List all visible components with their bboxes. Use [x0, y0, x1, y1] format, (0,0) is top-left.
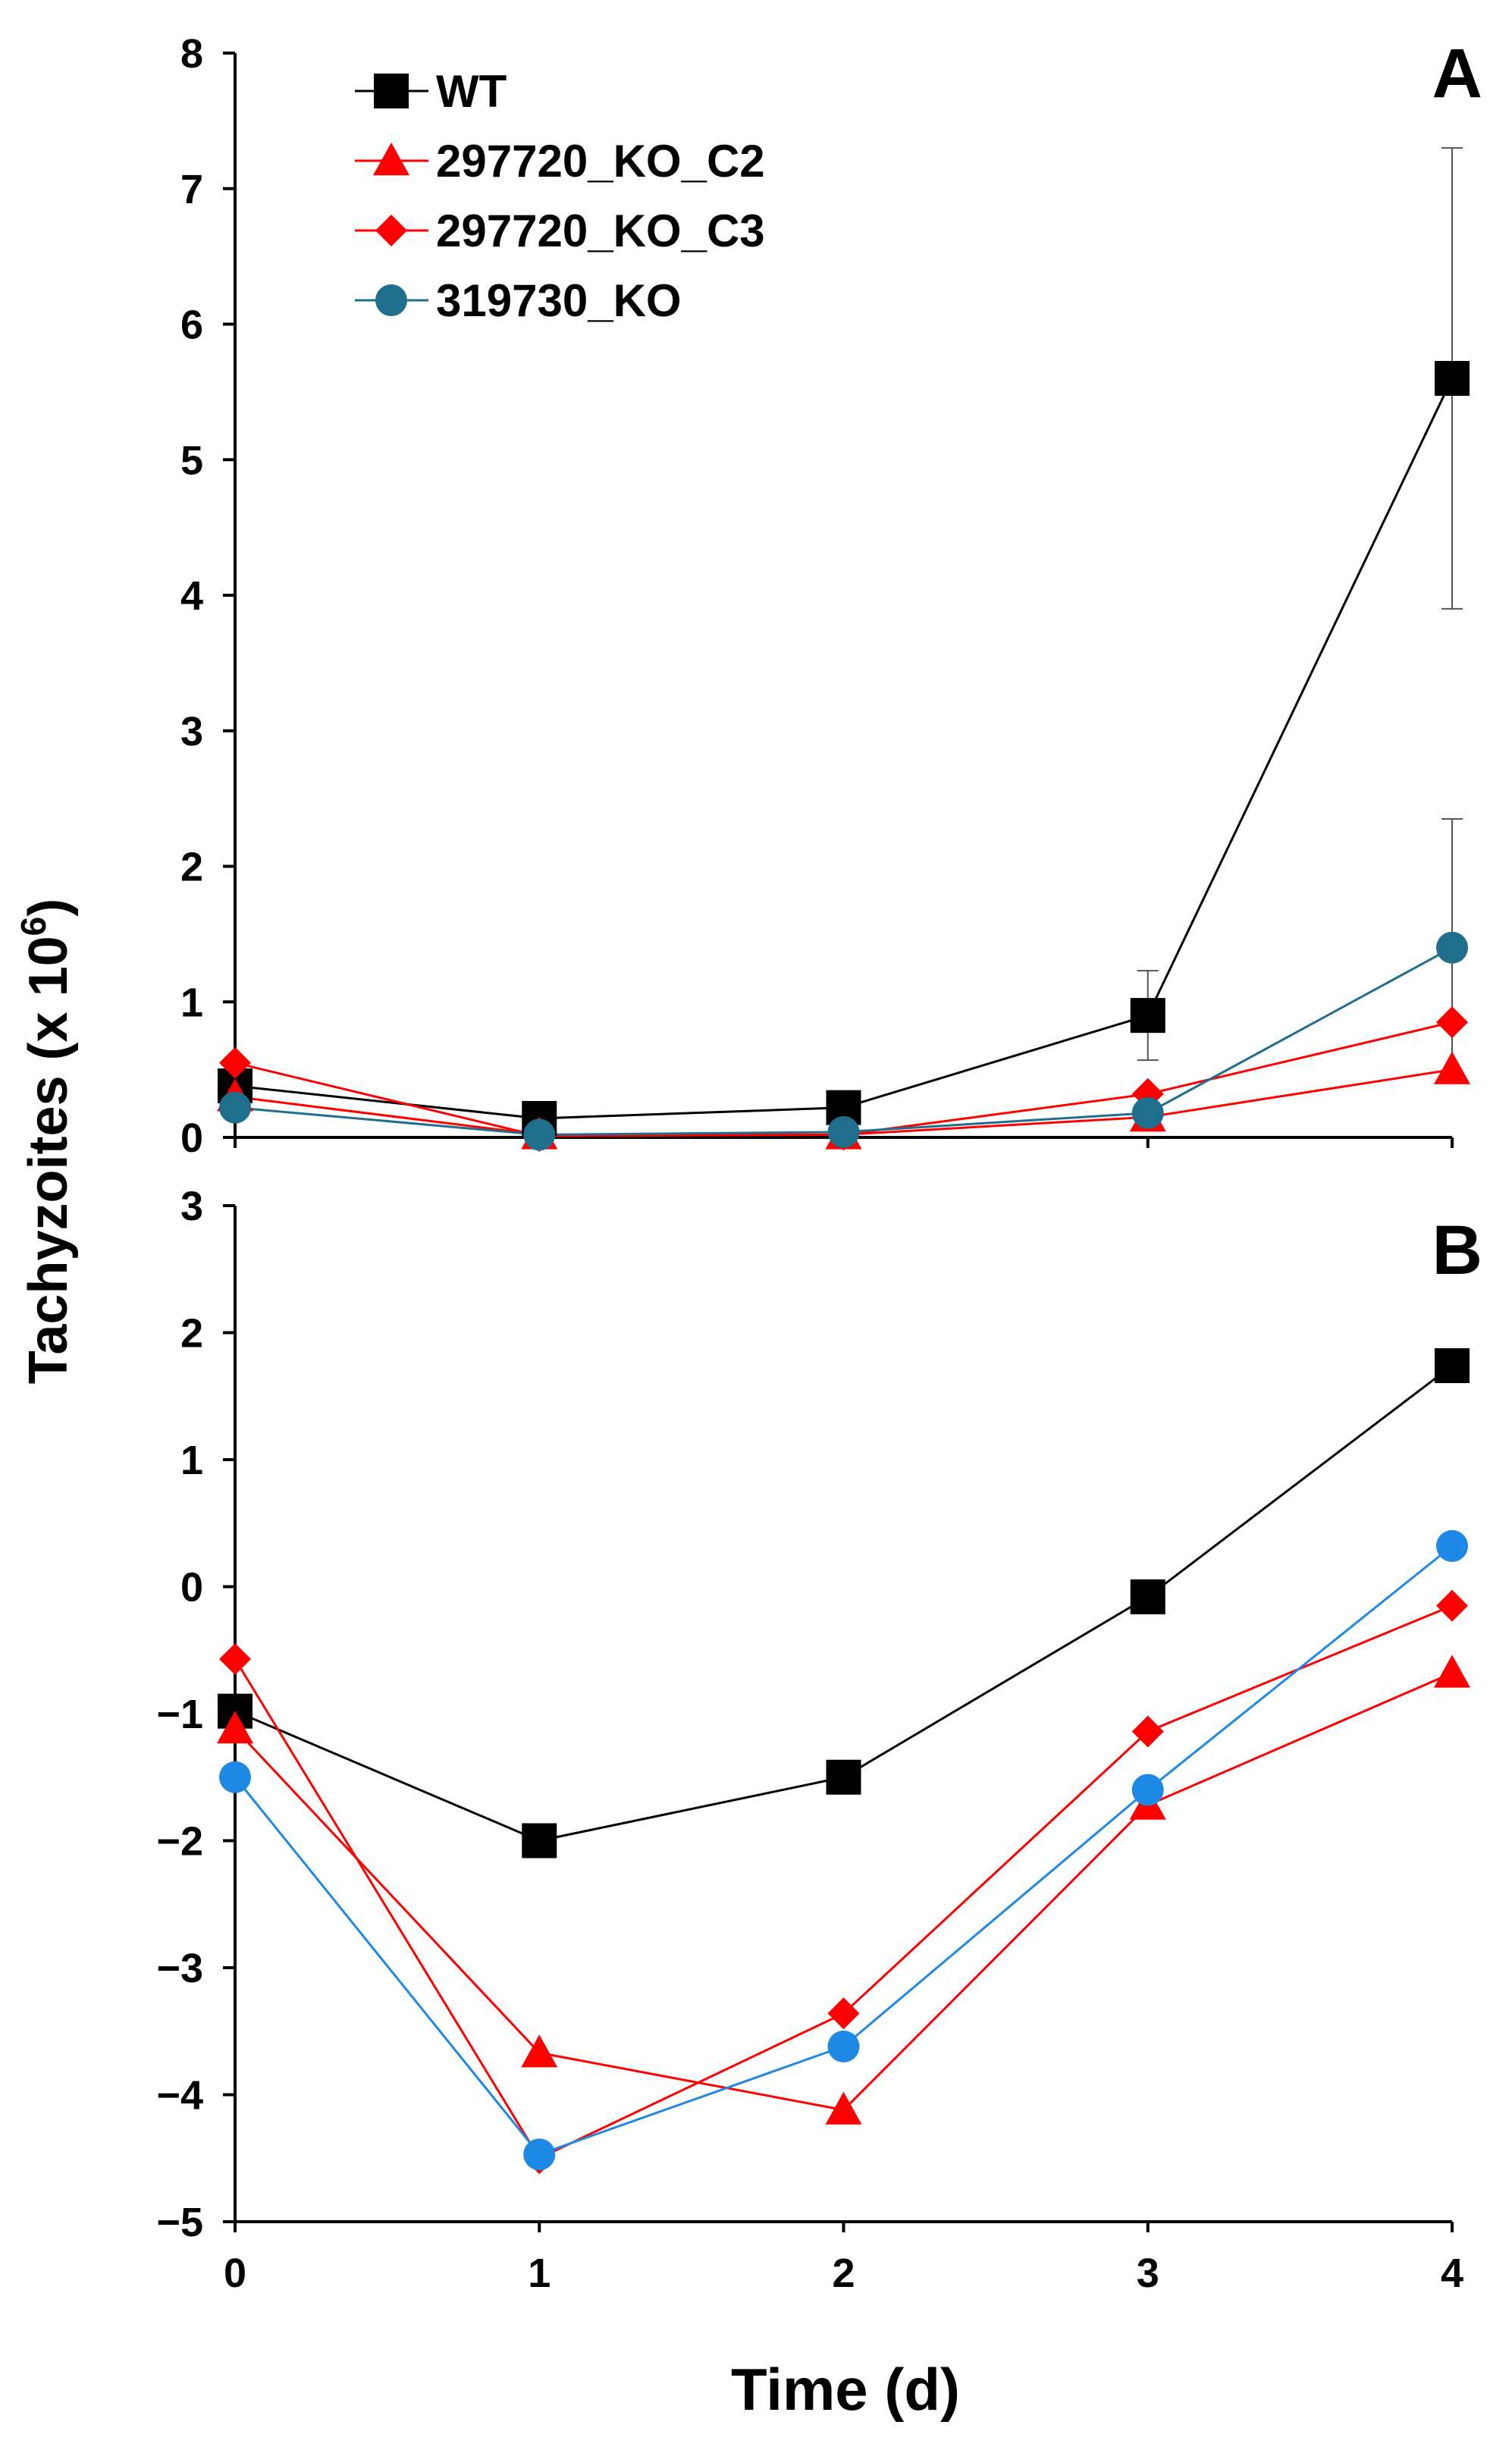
- panel-b-297720-ko-c3-point: [1436, 1589, 1468, 1622]
- panel-b-297720-ko-c2-point: [825, 2091, 862, 2125]
- legend-297720-ko-c2-marker: [373, 143, 409, 176]
- panel-b-319730-ko-point: [523, 2138, 556, 2171]
- panel-b-y-tick-label: 0: [180, 1565, 203, 1611]
- panel-b-x-tick-label: 3: [1137, 2251, 1159, 2296]
- panel-a-y-tick-label: 5: [180, 438, 203, 483]
- panel-a-series-lines: [234, 378, 1454, 1137]
- panel-b-297720-ko-c3-point: [827, 1997, 860, 2030]
- panel-b-x-tick-label: 2: [832, 2251, 855, 2296]
- panel-b-x-tick-label: 0: [224, 2251, 246, 2296]
- panel-a-y-tick-label: 0: [180, 1115, 203, 1161]
- x-axis-label: Time (d): [731, 2356, 960, 2423]
- panel-a-y-tick-label: 6: [180, 303, 203, 348]
- panel-b-y-tick-label: 1: [180, 1438, 203, 1483]
- panel-a-y-tick-label: 1: [180, 980, 203, 1025]
- panel-a-y-tick-label: 4: [180, 573, 203, 619]
- panel-b-297720-ko-c2-point: [521, 2034, 558, 2068]
- panel-b-319730-ko-point: [1131, 1774, 1164, 1806]
- panel-b-y-tick-label: 2: [180, 1311, 203, 1357]
- legend-297720-ko-c3-marker: [375, 215, 407, 246]
- panel-a-297720-ko-c3-point: [219, 1046, 251, 1079]
- panel-b-y-tick-label: 3: [180, 1184, 203, 1229]
- panel-b-wt-point: [522, 1823, 557, 1859]
- panel-a-297720-ko-c2-point: [1434, 1051, 1470, 1084]
- panel-b-297720-ko-c2-point: [1434, 1655, 1470, 1688]
- panel-b-y-tick-label: −2: [156, 1819, 203, 1865]
- y-axis-label-close: ): [18, 899, 79, 917]
- panel-b-wt-point: [1130, 1579, 1165, 1614]
- panel-a-297720-ko-c3-point: [1436, 1006, 1468, 1039]
- panel-b-y-tick-label: −5: [156, 2200, 203, 2245]
- y-axis-label-main: Tachyzoites (x 10: [18, 936, 79, 1384]
- panel-b-y-ticks: −5 −4 −3 −2 −1 0 1 2 3: [156, 1184, 235, 2245]
- panel-b-markers: [217, 1348, 1470, 2175]
- legend-wt-marker: [374, 74, 409, 108]
- panel-a-letter: A: [1432, 35, 1482, 112]
- legend-297720-ko-c3-label: 297720_KO_C3: [436, 205, 765, 256]
- panel-a-y-ticks: 0 1 2 3 4 5 6 7 8: [180, 31, 235, 1161]
- panel-b-x-tick-label: 1: [528, 2251, 551, 2296]
- panel-b-x-tick-label: 4: [1441, 2251, 1463, 2296]
- panel-a-error-bars: [224, 147, 1463, 1124]
- panel-a-y-tick-label: 3: [180, 709, 203, 754]
- legend-319730-ko-label: 319730_KO: [436, 275, 682, 326]
- panel-b-wt-point: [1435, 1348, 1470, 1384]
- panel-b-297720-ko-c3-point: [1131, 1715, 1164, 1748]
- panel-b-x-ticks: 0 1 2 3 4: [224, 2222, 1463, 2296]
- panel-a: 0 1 2 3 4 5 6 7 8 A: [180, 31, 1482, 1161]
- panel-b-letter: B: [1432, 1212, 1482, 1289]
- y-axis-label-superscript: 6: [14, 917, 53, 936]
- panel-a-319730-ko-point: [1436, 931, 1468, 964]
- panel-b-y-tick-label: −3: [156, 1946, 203, 1991]
- panel-b-y-tick-label: −4: [156, 2073, 203, 2119]
- panel-a-wt-point: [1130, 998, 1165, 1034]
- panel-b-297720-ko-c2-point: [217, 1711, 253, 1744]
- panel-a-wt-point: [1435, 361, 1470, 396]
- panel-b-y-tick-label: −1: [156, 1692, 203, 1737]
- panel-a-wt-line: [234, 378, 1454, 1120]
- panel-a-markers: [217, 361, 1470, 1153]
- panel-a-y-tick-label: 7: [180, 167, 203, 212]
- legend-wt-label: WT: [436, 66, 507, 117]
- panel-a-319730-ko-point: [523, 1118, 556, 1151]
- legend-297720-ko-c2-label: 297720_KO_C2: [436, 136, 765, 187]
- legend-319730-ko-marker: [375, 284, 407, 316]
- panel-b-319730-ko-point: [1436, 1529, 1468, 1562]
- panel-a-y-tick-label: 8: [180, 31, 203, 77]
- legend: WT 297720_KO_C2 297720_KO_C3 319730_KO: [355, 66, 765, 326]
- panel-b-297720-ko-c3-point: [219, 1642, 251, 1675]
- panel-b-297720-ko-c3-line: [234, 1604, 1453, 2160]
- panel-a-319730-ko-point: [1131, 1096, 1164, 1129]
- panel-b-319730-ko-line: [234, 1545, 1453, 2156]
- panel-a-y-tick-label: 2: [180, 845, 203, 890]
- y-axis-label: Tachyzoites (x 106): [14, 899, 79, 1384]
- panel-b-319730-ko-point: [827, 2030, 860, 2062]
- panel-a-319730-ko-point: [827, 1115, 860, 1148]
- panel-b-319730-ko-point: [219, 1761, 251, 1793]
- panel-b: −5 −4 −3 −2 −1 0 1 2 3 0 1 2 3 4 B: [156, 1184, 1482, 2296]
- panel-a-319730-ko-point: [219, 1091, 251, 1124]
- panel-b-wt-point: [826, 1759, 861, 1795]
